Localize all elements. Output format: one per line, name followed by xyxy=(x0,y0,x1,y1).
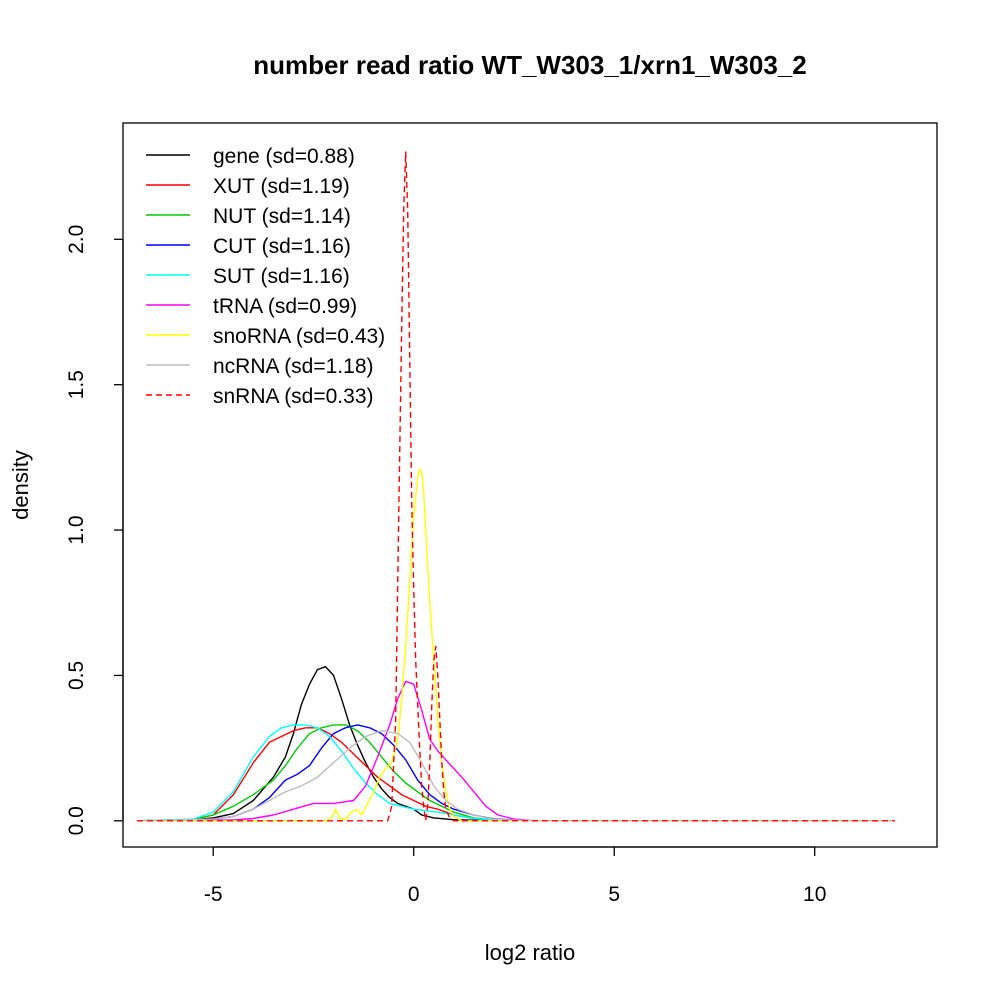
legend-label-5: tRNA (sd=0.99) xyxy=(213,295,357,318)
x-tick-label: 10 xyxy=(803,883,826,906)
series-line-1 xyxy=(136,727,895,822)
series-line-3 xyxy=(136,724,895,822)
legend-label-0: gene (sd=0.88) xyxy=(213,145,355,168)
chart-title: number read ratio WT_W303_1/xrn1_W303_2 xyxy=(253,50,806,80)
y-axis-label: density xyxy=(8,450,33,520)
y-tick-label: 2.0 xyxy=(65,225,88,254)
legend-label-2: NUT (sd=1.14) xyxy=(213,205,351,228)
x-axis-label: log2 ratio xyxy=(485,940,576,965)
y-tick-label: 1.0 xyxy=(65,515,88,544)
series-line-8 xyxy=(137,151,895,822)
legend-label-7: ncRNA (sd=1.18) xyxy=(213,355,374,378)
legend-label-6: snoRNA (sd=0.43) xyxy=(213,325,385,348)
series-line-6 xyxy=(137,468,895,822)
legend-label-4: SUT (sd=1.16) xyxy=(213,265,350,288)
series-line-2 xyxy=(136,724,895,822)
series-line-7 xyxy=(136,730,895,822)
series-line-5 xyxy=(136,680,895,822)
series-line-0 xyxy=(136,666,895,822)
y-tick-label: 0.5 xyxy=(65,661,88,690)
legend: gene (sd=0.88) XUT (sd=1.19) NUT (sd=1.14)… xyxy=(146,145,385,408)
legend-label-8: snRNA (sd=0.33) xyxy=(213,385,374,408)
y-tick-label: 1.5 xyxy=(65,370,88,399)
legend-label-1: XUT (sd=1.19) xyxy=(213,175,350,198)
x-axis: -5 0 5 10 xyxy=(204,846,826,906)
x-tick-label: 5 xyxy=(608,883,620,906)
series-layer xyxy=(136,151,895,822)
series-line-4 xyxy=(136,724,895,822)
x-tick-label: -5 xyxy=(204,883,223,906)
y-axis: 0.0 0.5 1.0 1.5 2.0 xyxy=(65,225,124,835)
y-tick-label: 0.0 xyxy=(65,806,88,835)
x-tick-label: 0 xyxy=(408,883,420,906)
plot-frame xyxy=(122,122,938,848)
legend-label-3: CUT (sd=1.16) xyxy=(213,235,351,258)
